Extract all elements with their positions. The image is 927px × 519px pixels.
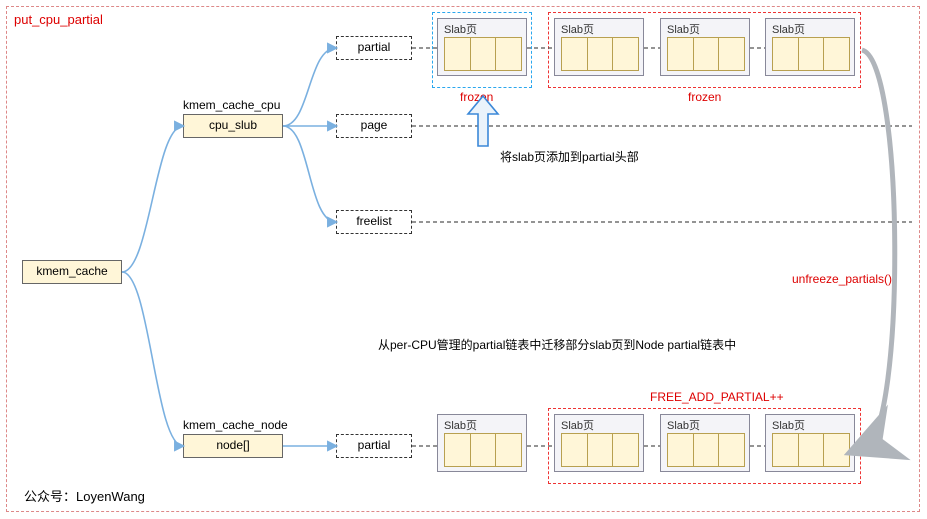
page-label: page: [361, 118, 388, 132]
partial-bot-box: partial: [336, 434, 412, 458]
frozen-box-blue: [432, 12, 532, 88]
cpu-slub-label: cpu_slub: [209, 118, 257, 132]
add-head-label: 将slab页添加到partial头部: [500, 148, 639, 165]
slab-bot-0: Slab页: [437, 414, 527, 472]
freelist-box: freelist: [336, 210, 412, 234]
free-add-box: [548, 408, 861, 484]
partial-top-box: partial: [336, 36, 412, 60]
credit-label: 公众号：LoyenWang: [24, 486, 145, 505]
kmem-cache-node-box: node[]: [183, 434, 283, 458]
freelist-label: freelist: [356, 214, 391, 228]
kmem-cache-node-title: kmem_cache_node: [183, 418, 288, 432]
kmem-cache-box: kmem_cache: [22, 260, 122, 284]
frozen-box-red: [548, 12, 861, 88]
kmem-cache-cpu-box: cpu_slub: [183, 114, 283, 138]
migrate-label: 从per-CPU管理的partial链表中迁移部分slab页到Node part…: [378, 336, 736, 353]
node-array-label: node[]: [216, 438, 249, 452]
free-add-label: FREE_ADD_PARTIAL++: [650, 390, 784, 404]
partial-bot-label: partial: [358, 438, 391, 452]
frozen-label-right: frozen: [688, 90, 721, 104]
kmem-cache-label: kmem_cache: [36, 264, 107, 278]
page-box: page: [336, 114, 412, 138]
kmem-cache-cpu-title: kmem_cache_cpu: [183, 98, 280, 112]
diagram-title: put_cpu_partial: [14, 12, 103, 27]
partial-top-label: partial: [358, 40, 391, 54]
slab-title: Slab页: [444, 417, 477, 433]
frozen-label-left: frozen: [460, 90, 493, 104]
unfreeze-label: unfreeze_partials(): [792, 272, 892, 286]
